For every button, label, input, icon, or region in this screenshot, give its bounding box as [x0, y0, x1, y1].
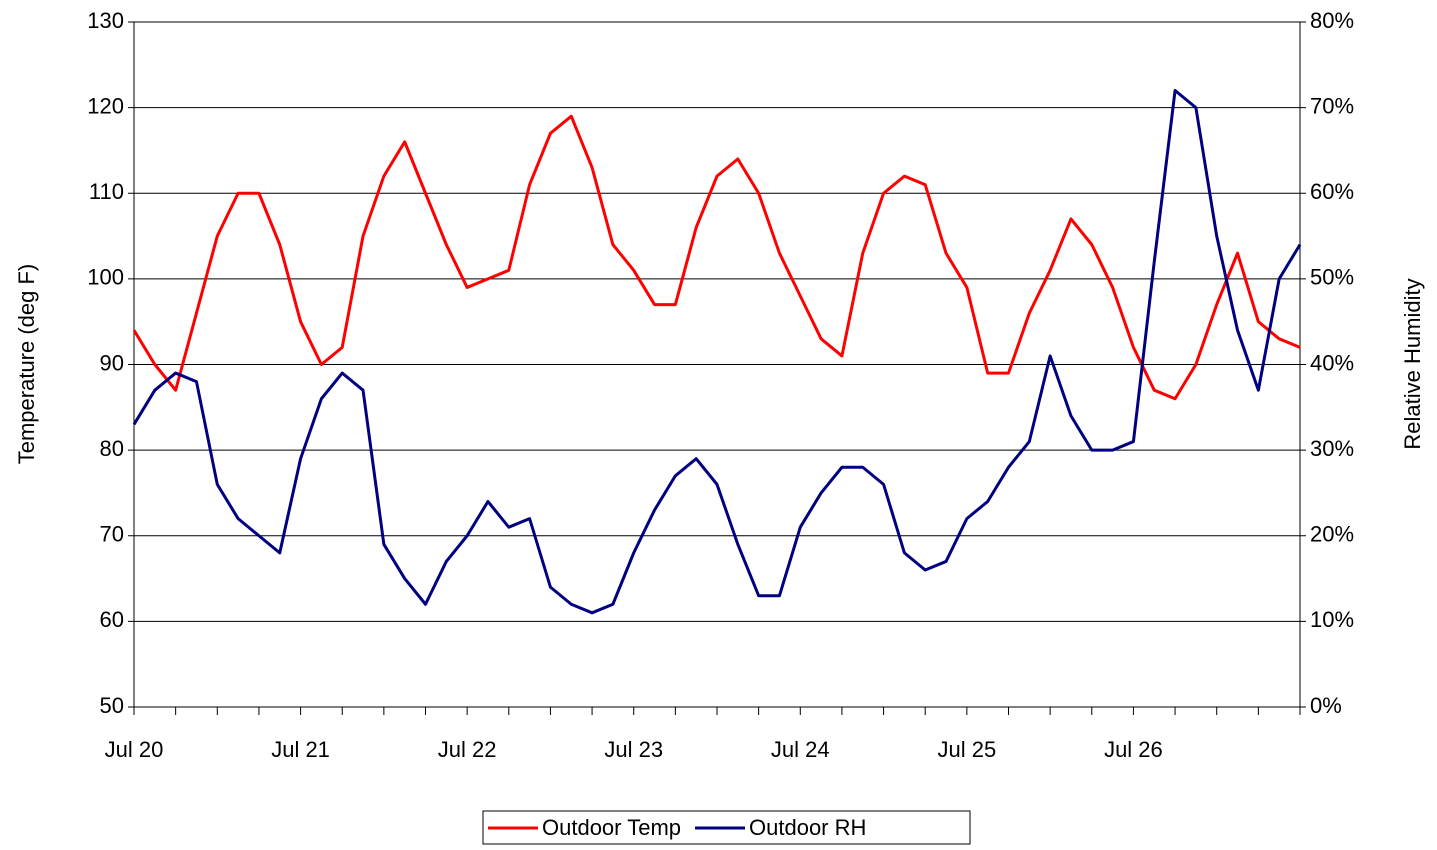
y2-tick-label: 0%	[1310, 693, 1342, 718]
x-tick-label: Jul 24	[771, 737, 830, 762]
y-tick-label: 120	[87, 93, 124, 118]
legend-label: Outdoor RH	[749, 815, 866, 840]
data-line	[132, 114, 1301, 401]
y-tick-label: 100	[87, 265, 124, 290]
data-line	[132, 89, 1302, 615]
y2-axis-label: Relative Humidity	[1400, 278, 1425, 449]
y2-tick-label: 70%	[1310, 93, 1354, 118]
y2-tick-label: 60%	[1310, 179, 1354, 204]
y2-tick-label: 20%	[1310, 522, 1354, 547]
y-tick-label: 80	[100, 436, 124, 461]
y-tick-label: 130	[87, 8, 124, 33]
y-tick-label: 60	[100, 607, 124, 632]
y2-tick-label: 50%	[1310, 265, 1354, 290]
y-axis-label: Temperature (deg F)	[14, 264, 39, 465]
y-tick-label: 110	[89, 179, 124, 204]
y2-tick-label: 10%	[1310, 607, 1354, 632]
x-tick-label: Jul 22	[438, 737, 497, 762]
x-tick-label: Jul 21	[271, 737, 330, 762]
x-tick-label: Jul 25	[937, 737, 996, 762]
y-tick-label: 50	[100, 693, 124, 718]
x-tick-label: Jul 26	[1104, 737, 1163, 762]
x-tick-label: Jul 23	[604, 737, 663, 762]
x-tick-label: Jul 20	[105, 737, 164, 762]
y2-tick-label: 80%	[1310, 8, 1354, 33]
y-tick-label: 70	[100, 522, 124, 547]
y2-tick-label: 30%	[1310, 436, 1354, 461]
legend-label: Outdoor Temp	[542, 815, 681, 840]
y-tick-label: 90	[100, 350, 124, 375]
y2-tick-label: 40%	[1310, 350, 1354, 375]
